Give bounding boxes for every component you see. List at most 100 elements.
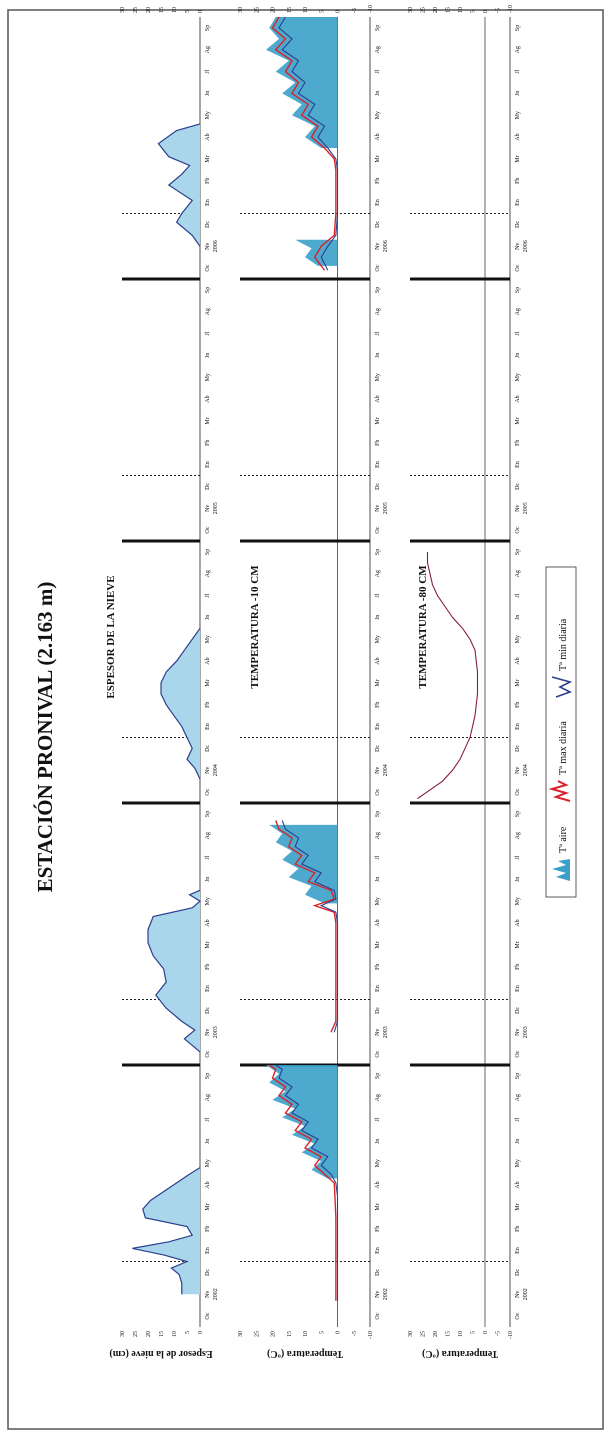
x-tick-label: Mr [515,1203,521,1210]
x-tick-label: Dc [515,1269,521,1276]
x-tick-label: Mr [205,1203,211,1210]
x-tick-label: Jl [375,1117,381,1121]
x-tick-label: Dc [205,1269,211,1276]
x-tick-label: Ag [515,1094,521,1101]
y-tick-label-right: 25 [421,7,427,13]
x-tick-label: Mr [205,941,211,948]
x-tick-label: Jn [375,91,381,96]
x-tick-label: Ag [375,1094,381,1101]
x-tick-label: Nv [375,1029,381,1036]
x-tick-label: Nv [375,767,381,774]
y-tick-label-right: -5 [496,8,502,13]
x-tick-label: Oc [515,526,521,533]
y-tick-label: 15 [446,1331,452,1337]
x-tick-label: My [205,1159,211,1167]
x-tick-label: Fb [205,440,211,446]
y-tick-label-right: 15 [287,7,293,13]
x-tick-label: Fb [375,702,381,708]
y-tick-label: 10 [172,1331,178,1337]
x-tick-label: Mr [515,417,521,424]
x-tick-label: My [375,897,381,905]
y-tick-label-right: -10 [508,5,514,13]
y-tick-label-right: -10 [368,5,374,13]
x-tick-label: Jl [205,855,211,859]
x-tick-label: Ab [205,133,211,140]
x-tick-label: Jl [515,855,521,859]
year-label: 2005 [213,502,219,514]
x-tick-label: Mr [515,941,521,948]
x-tick-label: Mr [375,941,381,948]
x-tick-label: Ag [205,46,211,53]
year-label: 2004 [523,764,529,776]
x-tick-label: Fb [375,440,381,446]
y-tick-label: -5 [352,1331,358,1336]
year-label: 2005 [523,502,529,514]
y-tick-label-right: 10 [303,7,309,13]
y-tick-label: 15 [159,1331,165,1337]
y-axis-label: Temperatura (ºC) [422,1348,498,1359]
x-tick-label: Sp [205,1073,211,1079]
x-tick-label: My [375,635,381,643]
y-tick-label-right: 20 [433,7,439,13]
x-tick-label: En [375,723,381,730]
x-tick-label: Dc [515,745,521,752]
y-tick-label: 5 [471,1331,477,1334]
x-tick-label: Dc [515,221,521,228]
x-tick-label: Ab [375,395,381,402]
x-tick-label: Dc [205,1007,211,1014]
x-tick-label: En [205,723,211,730]
x-tick-label: Ag [375,570,381,577]
x-tick-label: Oc [375,1050,381,1057]
x-tick-label: Jn [515,1139,521,1144]
x-tick-label: Mr [375,155,381,162]
x-tick-label: Jn [515,877,521,882]
x-tick-label: Oc [515,1312,521,1319]
year-label: 2003 [523,1026,529,1038]
y-axis-label: Espesor de la nieve (cm) [109,1348,212,1359]
x-tick-label: Mr [205,679,211,686]
y-tick-label: 20 [146,1331,152,1337]
x-tick-label: Sp [375,811,381,817]
x-tick-label: Oc [205,264,211,271]
x-tick-label: Jl [205,331,211,335]
x-tick-label: Jn [375,877,381,882]
x-tick-label: Dc [375,221,381,228]
x-tick-label: En [375,1247,381,1254]
x-tick-label: Ag [515,570,521,577]
x-tick-label: Ag [515,46,521,53]
legend-max-label: Tª max diaria [558,721,569,775]
x-tick-label: Oc [375,526,381,533]
x-tick-label: Jn [205,91,211,96]
x-tick-label: Ag [205,570,211,577]
x-tick-label: Nv [375,243,381,250]
x-tick-label: Jl [515,69,521,73]
figure-frame [8,10,603,1429]
x-tick-label: Mr [375,1203,381,1210]
x-tick-label: Fb [375,178,381,184]
x-tick-label: Sp [375,287,381,293]
x-tick-label: My [375,1159,381,1167]
legend-min-label: Tª min diaria [558,618,569,671]
x-tick-label: Ab [205,919,211,926]
x-tick-label: Nv [205,1291,211,1298]
y-tick-label: 5 [185,1331,191,1334]
y-tick-label-right: 20 [271,7,277,13]
x-tick-label: En [515,461,521,468]
y-tick-label: 30 [238,1331,244,1337]
x-tick-label: Ab [515,395,521,402]
x-tick-label: Jl [375,69,381,73]
y-tick-label-right: 25 [254,7,260,13]
y-tick-label-right: 10 [172,7,178,13]
x-tick-label: Sp [205,811,211,817]
x-tick-label: Ab [375,1181,381,1188]
year-label: 2006 [213,240,219,252]
year-label: 2004 [383,764,389,776]
x-tick-label: Jl [375,855,381,859]
x-tick-label: Jn [375,353,381,358]
x-tick-label: Jn [205,877,211,882]
x-tick-label: Jn [375,1139,381,1144]
x-tick-label: Fb [515,702,521,708]
x-tick-label: Ab [375,919,381,926]
